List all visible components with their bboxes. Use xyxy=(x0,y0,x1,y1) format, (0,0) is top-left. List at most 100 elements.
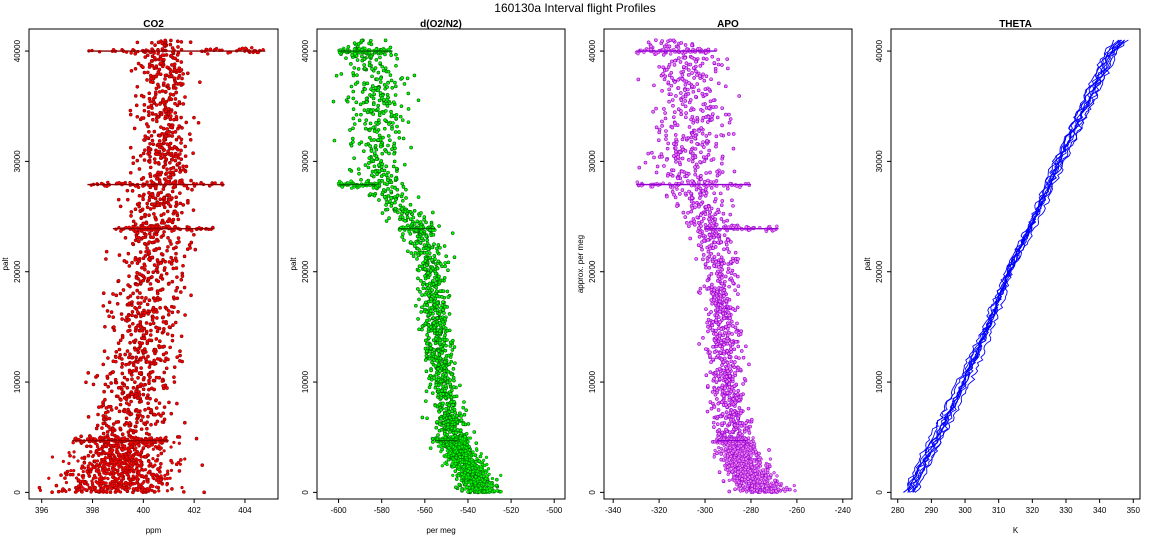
data-point xyxy=(161,352,166,357)
data-point xyxy=(368,121,373,126)
data-point xyxy=(141,415,145,419)
data-point xyxy=(351,136,355,141)
data-point xyxy=(158,72,163,77)
data-point xyxy=(171,246,176,251)
data-point xyxy=(165,209,170,214)
data-point xyxy=(159,156,163,160)
level-leg-point xyxy=(158,436,163,440)
data-point xyxy=(151,447,156,451)
data-point xyxy=(107,416,112,421)
data-point xyxy=(376,103,380,108)
data-point xyxy=(357,118,362,123)
data-point xyxy=(110,475,115,479)
data-point xyxy=(147,195,152,200)
data-point xyxy=(150,443,154,447)
level-leg-point xyxy=(349,179,353,183)
data-point xyxy=(408,217,413,222)
panel-2: APO-340 -320 -300 -280 -260 -2400100002000030… xyxy=(576,19,853,515)
data-point xyxy=(438,289,443,294)
data-point xyxy=(162,449,166,453)
data-point xyxy=(155,325,159,330)
data-point xyxy=(401,185,406,189)
data-point xyxy=(436,349,441,353)
data-point xyxy=(153,196,158,201)
data-point xyxy=(406,120,411,124)
data-point xyxy=(168,67,173,72)
data-point xyxy=(103,324,107,329)
data-point xyxy=(437,402,442,407)
data-point xyxy=(370,74,374,79)
data-point xyxy=(136,346,141,351)
data-point xyxy=(700,131,705,136)
data-point xyxy=(153,215,157,220)
data-point xyxy=(140,341,145,346)
data-point xyxy=(115,477,119,482)
data-point xyxy=(698,64,703,68)
data-point xyxy=(127,324,132,329)
data-point xyxy=(99,461,103,465)
data-point xyxy=(423,259,428,263)
data-point xyxy=(438,340,442,345)
data-point xyxy=(431,440,435,444)
data-point xyxy=(108,490,113,494)
data-point xyxy=(147,240,152,244)
data-point xyxy=(444,453,449,457)
data-point xyxy=(160,131,164,136)
data-point xyxy=(151,270,156,275)
data-point xyxy=(466,439,470,444)
data-point xyxy=(446,268,450,272)
data-point xyxy=(137,371,142,375)
data-point xyxy=(428,349,432,354)
data-point xyxy=(159,112,164,117)
data-point xyxy=(174,114,179,119)
level-leg-point xyxy=(128,441,133,445)
data-point xyxy=(475,456,479,461)
level-leg-point xyxy=(89,435,93,440)
data-point xyxy=(90,454,95,459)
data-point xyxy=(726,270,730,274)
data-point xyxy=(94,426,99,431)
data-point xyxy=(151,484,155,489)
data-point xyxy=(391,100,396,104)
data-point xyxy=(461,422,466,427)
data-point xyxy=(439,445,443,449)
data-point xyxy=(141,474,145,478)
data-point xyxy=(157,345,162,350)
data-point xyxy=(381,172,386,177)
data-point xyxy=(106,476,110,481)
y-axis-label: palt xyxy=(1,257,10,271)
data-point xyxy=(374,157,379,162)
data-point xyxy=(178,201,183,206)
data-point xyxy=(124,362,128,367)
data-point xyxy=(381,135,385,140)
data-point xyxy=(101,291,106,296)
data-point xyxy=(418,240,423,245)
data-point xyxy=(371,112,376,116)
data-point xyxy=(178,349,182,353)
data-point xyxy=(145,453,150,457)
data-point xyxy=(732,169,737,174)
data-point xyxy=(385,104,390,108)
data-point xyxy=(137,239,141,244)
data-point xyxy=(117,355,122,360)
data-point xyxy=(142,103,147,107)
data-point xyxy=(111,292,115,296)
data-point xyxy=(171,83,176,88)
data-point xyxy=(127,264,132,268)
data-point xyxy=(128,112,133,117)
data-point xyxy=(392,144,396,148)
data-point xyxy=(76,459,80,463)
data-point xyxy=(169,242,173,246)
data-point xyxy=(726,132,731,136)
data-point xyxy=(86,483,90,487)
data-point xyxy=(155,265,160,270)
level-leg-point xyxy=(119,229,123,233)
data-point xyxy=(398,203,403,208)
data-point xyxy=(143,408,147,412)
data-point xyxy=(393,80,397,85)
data-point xyxy=(140,328,145,333)
data-point xyxy=(167,400,171,405)
data-point xyxy=(420,415,425,420)
data-point xyxy=(418,289,422,294)
data-point xyxy=(126,197,130,202)
